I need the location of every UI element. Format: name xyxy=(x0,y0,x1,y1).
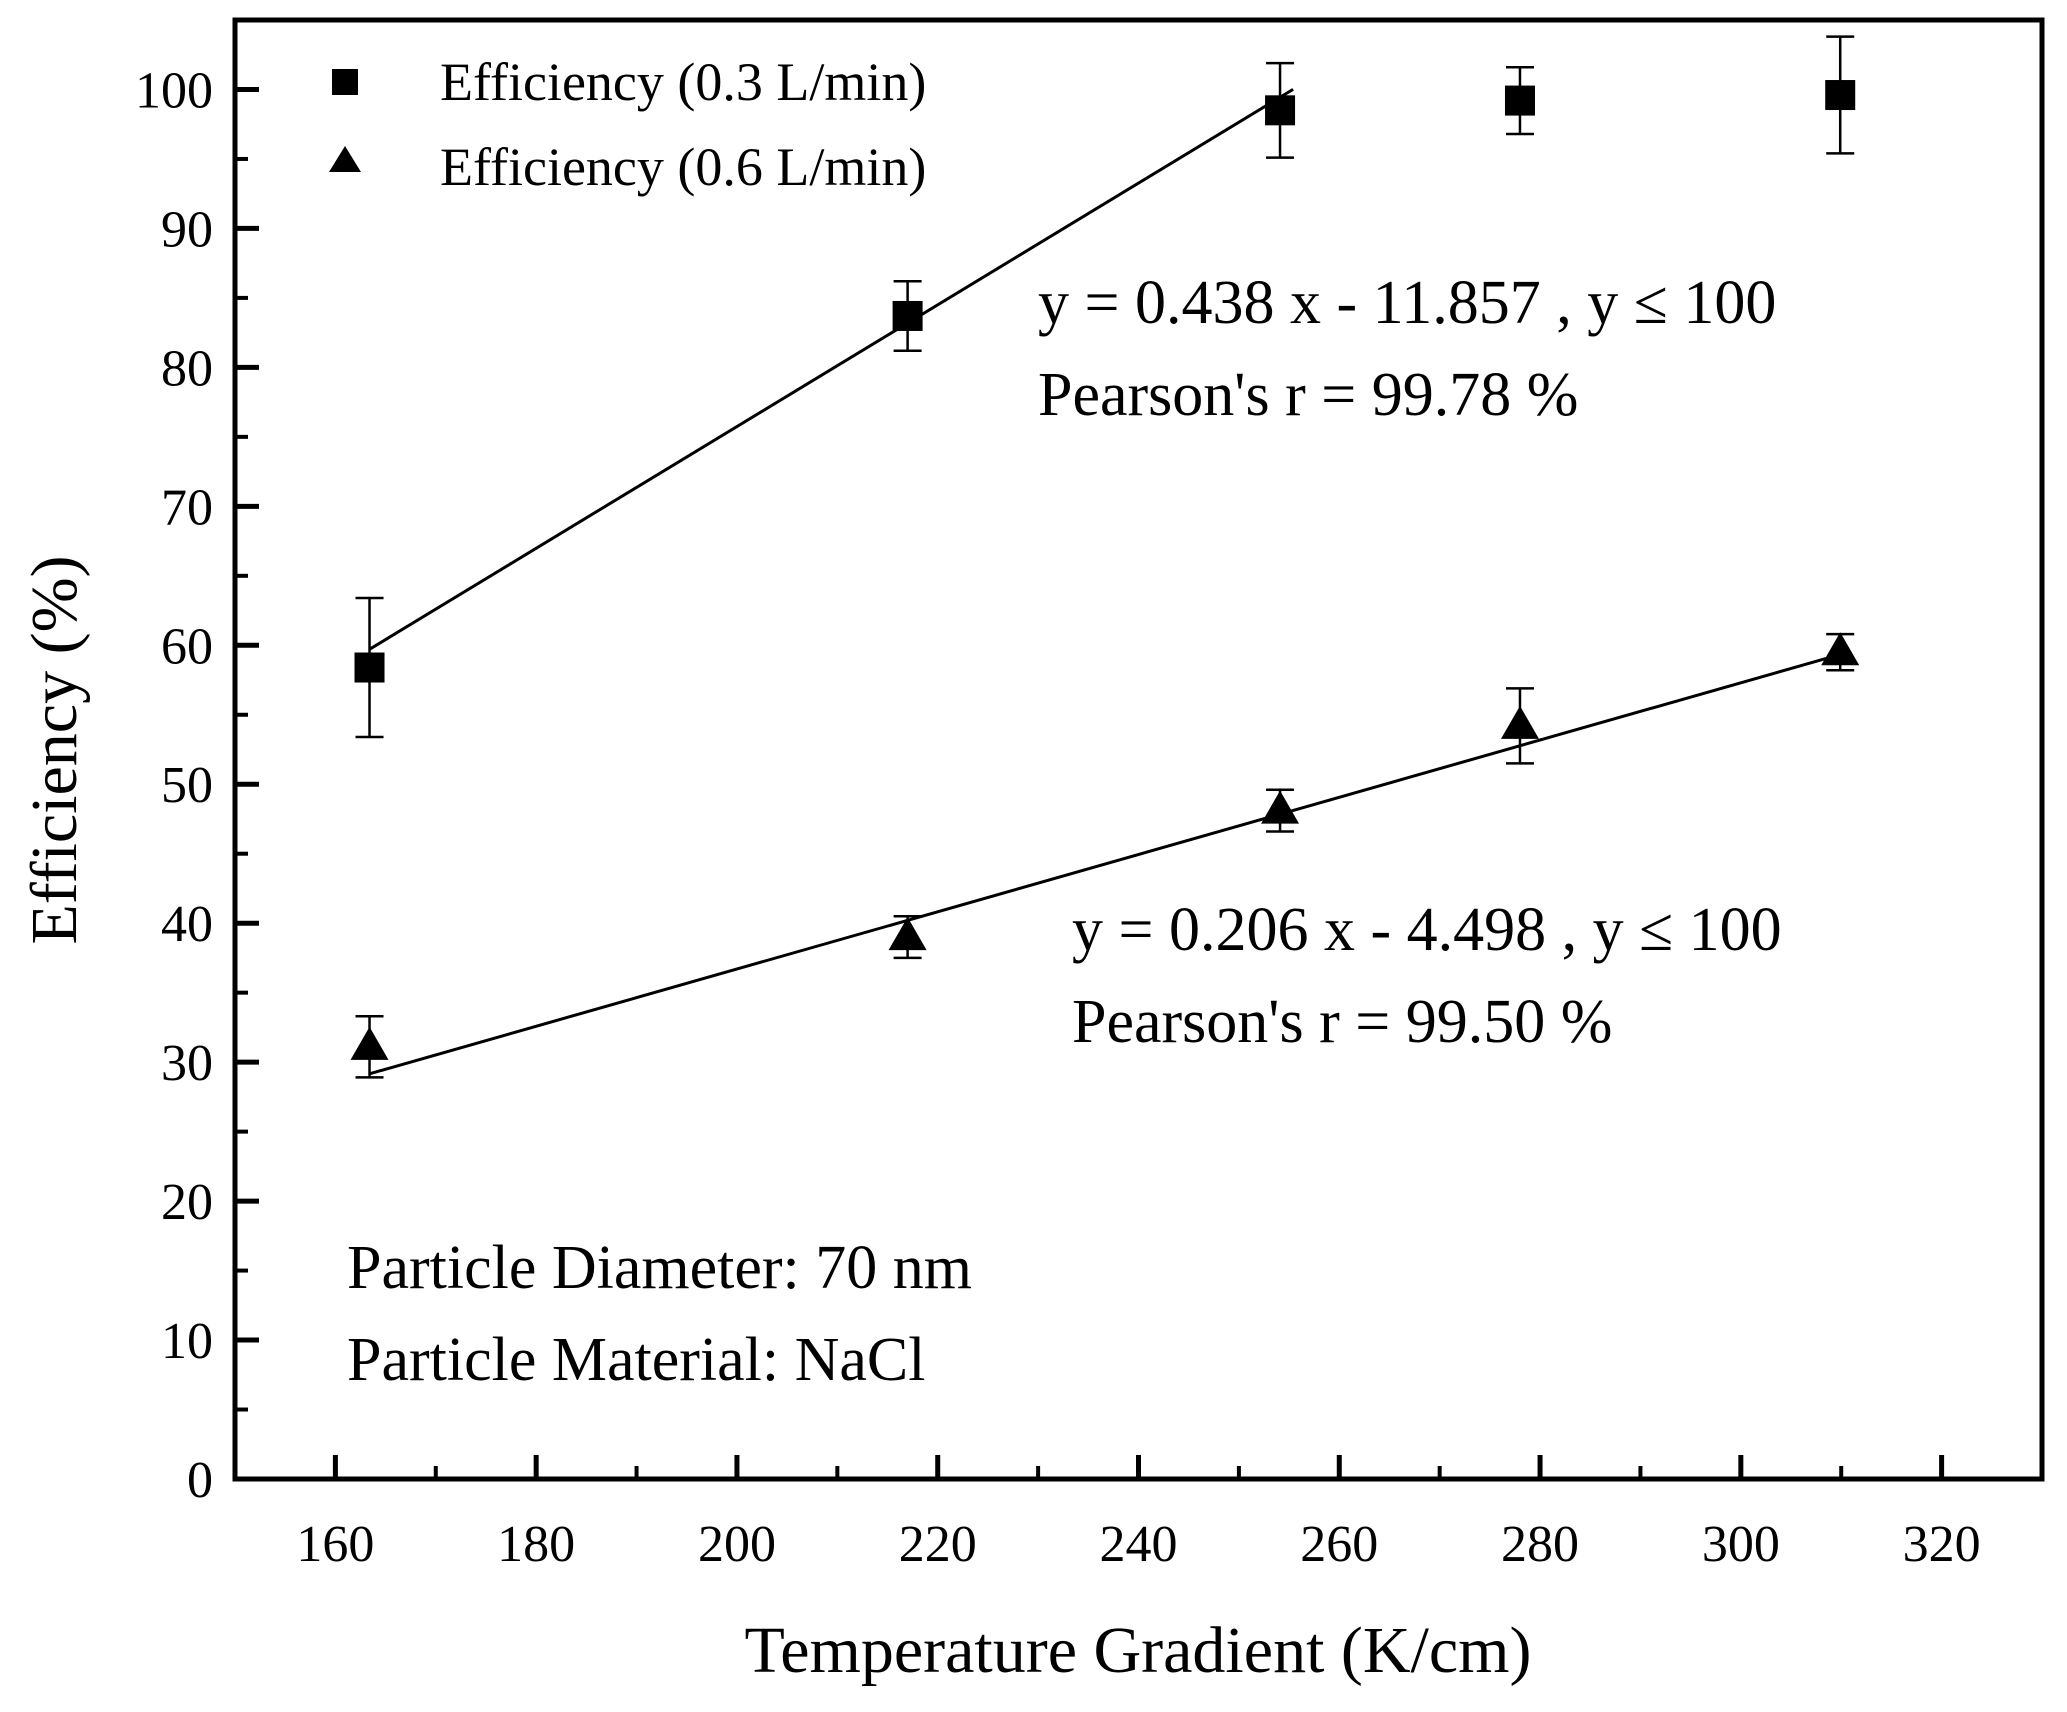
x-tick-label: 220 xyxy=(899,1516,977,1573)
fit2-equation: y = 0.206 x - 4.498 , y ≤ 100 xyxy=(1072,896,1782,964)
x-tick-label: 160 xyxy=(296,1516,374,1573)
y-tick-label: 20 xyxy=(161,1174,213,1231)
y-tick-label: 100 xyxy=(135,62,213,119)
data-point-triangle xyxy=(1500,705,1539,739)
data-point-triangle xyxy=(350,1026,389,1060)
y-tick-label: 0 xyxy=(187,1452,213,1509)
legend-marker-triangle xyxy=(329,146,361,172)
fit-line-0 xyxy=(368,88,1294,651)
x-tick-label: 200 xyxy=(698,1516,776,1573)
y-tick-label: 40 xyxy=(161,896,213,953)
x-tick-label: 280 xyxy=(1501,1516,1579,1573)
x-axis-label: Temperature Gradient (K/cm) xyxy=(744,1614,1531,1687)
fit1-pearson: Pearson's r = 99.78 % xyxy=(1038,361,1578,429)
data-point-square xyxy=(1265,95,1296,126)
y-tick-label: 80 xyxy=(161,340,213,397)
x-tick-label: 260 xyxy=(1300,1516,1378,1573)
material-note: Particle Material: NaCl xyxy=(347,1326,925,1394)
y-axis-label: Efficiency (%) xyxy=(18,555,91,944)
legend: Efficiency (0.3 L/min) Efficiency (0.6 L… xyxy=(329,52,926,197)
x-tick-label: 320 xyxy=(1903,1516,1981,1573)
fit1-equation: y = 0.438 x - 11.857 , y ≤ 100 xyxy=(1038,269,1776,337)
data-point-triangle xyxy=(1821,632,1860,666)
y-tick-label: 10 xyxy=(161,1313,213,1370)
legend-label-1: Efficiency (0.6 L/min) xyxy=(440,137,926,197)
data-point-triangle xyxy=(888,917,927,951)
y-tick-label: 50 xyxy=(161,757,213,814)
diameter-note: Particle Diameter: 70 nm xyxy=(347,1234,972,1302)
y-tick-label: 70 xyxy=(161,479,213,536)
data-point-square xyxy=(354,652,385,683)
legend-marker-square xyxy=(332,69,358,95)
x-tick-label: 300 xyxy=(1702,1516,1780,1573)
y-tick-label: 30 xyxy=(161,1035,213,1092)
fit2-pearson: Pearson's r = 99.50 % xyxy=(1072,988,1612,1056)
y-tick-label: 60 xyxy=(161,618,213,675)
y-tick-label: 90 xyxy=(161,201,213,258)
data-point-square xyxy=(892,300,923,331)
x-tick-label: 240 xyxy=(1100,1516,1178,1573)
data-point-triangle xyxy=(1261,790,1300,824)
legend-label-0: Efficiency (0.3 L/min) xyxy=(440,52,926,112)
data-point-square xyxy=(1825,80,1856,111)
data-point-square xyxy=(1504,85,1535,116)
x-tick-label: 180 xyxy=(497,1516,575,1573)
plot-frame xyxy=(232,17,2045,1482)
fit-line-1 xyxy=(369,652,1841,1076)
